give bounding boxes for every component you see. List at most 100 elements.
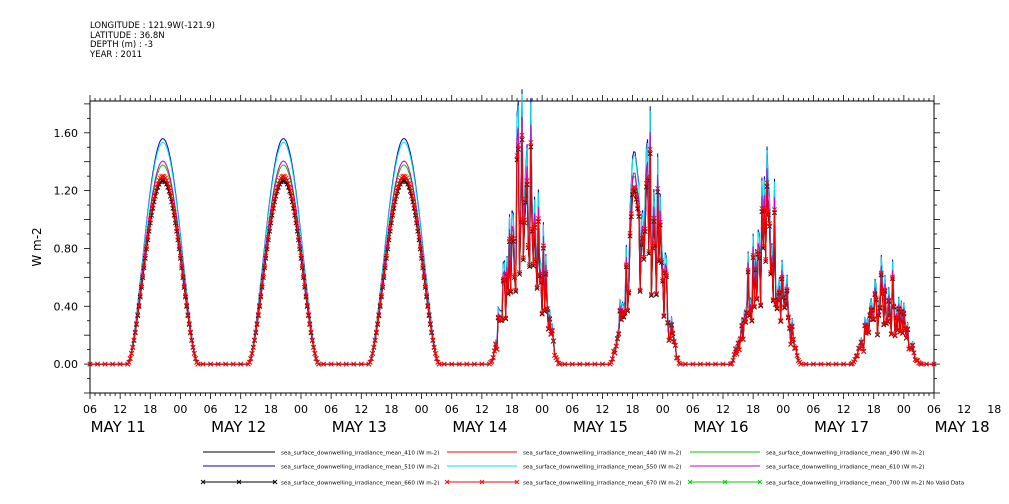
series-marker [285, 181, 291, 187]
series-marker [712, 361, 718, 367]
series-marker [376, 312, 382, 318]
series-marker [825, 361, 832, 367]
series-marker [385, 244, 391, 250]
series-marker [499, 317, 505, 323]
day-label: MAY 12 [211, 418, 266, 436]
series-marker [434, 355, 440, 361]
series-marker [267, 225, 273, 231]
series-marker [528, 139, 534, 146]
series-marker [127, 355, 133, 361]
x-tick-label: 00 [897, 403, 911, 416]
y-tick-label: 1.20 [54, 185, 79, 198]
series-marker [525, 242, 531, 248]
series-marker [411, 202, 417, 208]
series-marker [527, 264, 533, 270]
series-marker [95, 361, 101, 367]
series-marker [152, 190, 158, 196]
series-marker [534, 284, 540, 290]
series-marker [633, 193, 639, 199]
series-marker [782, 305, 788, 311]
series-marker [923, 361, 929, 367]
series-marker [136, 302, 142, 308]
x-tick-label: 00 [656, 403, 670, 416]
series-marker [393, 190, 399, 196]
series-marker [432, 350, 438, 356]
series-marker [751, 303, 757, 309]
series-marker [254, 321, 260, 327]
series-marker [524, 178, 530, 184]
series-marker [651, 215, 657, 221]
series-marker [154, 185, 160, 191]
series-marker [514, 153, 520, 159]
series-marker [380, 283, 386, 289]
series-marker [249, 350, 255, 356]
series-marker [758, 303, 764, 309]
x-tick-label: 06 [324, 403, 338, 416]
x-tick-label: 18 [384, 403, 398, 416]
series-marker [149, 209, 155, 215]
series-marker [612, 350, 618, 356]
series-marker [270, 202, 276, 208]
series-marker [776, 289, 783, 295]
series-marker [246, 359, 253, 365]
series-marker [248, 355, 254, 361]
series-marker [265, 234, 271, 240]
series-marker [510, 236, 516, 242]
series-marker [584, 361, 590, 367]
series-marker [743, 318, 749, 325]
y-axis-label: W m-2 [30, 227, 44, 266]
series-marker [833, 361, 839, 367]
series-marker [191, 350, 197, 356]
series-marker [274, 185, 280, 191]
x-tick-label: 18 [987, 403, 1001, 416]
series-marker [309, 337, 315, 343]
series-marker [368, 355, 374, 361]
legend-label: sea_surface_downwelling_irradiance_mean_… [523, 481, 681, 487]
series-marker [313, 355, 319, 361]
series-marker [252, 337, 258, 343]
series-marker [663, 272, 670, 278]
legend-label: sea_surface_downwelling_irradiance_mean_… [766, 451, 924, 457]
series-marker [778, 318, 784, 324]
series-marker [370, 350, 376, 356]
x-tick-label: 06 [445, 403, 459, 416]
series-marker [780, 293, 786, 299]
series-marker [491, 348, 497, 354]
series-marker [871, 316, 877, 322]
series-marker [471, 361, 477, 367]
series-marker [887, 311, 893, 317]
series-marker [608, 359, 614, 365]
series-marker [268, 217, 274, 223]
series-marker [545, 326, 551, 332]
series-marker [745, 267, 751, 273]
series-marker [172, 217, 178, 223]
series-marker [520, 255, 526, 261]
day-label: MAY 18 [935, 418, 990, 436]
x-tick-label: 18 [867, 403, 881, 416]
series-marker [670, 330, 676, 336]
series-marker [648, 291, 654, 297]
series-marker [409, 190, 415, 196]
series-marker [517, 271, 523, 277]
series-marker [294, 225, 300, 231]
series-marker [630, 188, 636, 194]
series-marker [372, 337, 378, 343]
axes: 06 12 18 00 06 12 18 00 06 12 18 00 06 12 18 00 06 12 18 00… [30, 95, 1001, 436]
series-marker [130, 344, 136, 350]
series-marker [917, 361, 923, 367]
series-marker [534, 285, 540, 291]
series-marker [774, 305, 780, 311]
series-marker [739, 322, 745, 328]
series-marker [542, 307, 548, 313]
series-marker [637, 287, 643, 293]
series-marker [415, 225, 421, 231]
series-marker [128, 350, 134, 356]
series-marker [784, 287, 790, 293]
series-marker [754, 295, 760, 301]
y-tick-label: 1.60 [54, 127, 79, 140]
legend-marker [687, 479, 693, 485]
series-marker [395, 185, 401, 191]
series-marker [614, 335, 621, 341]
series-marker [891, 303, 897, 309]
series-marker [493, 341, 499, 347]
